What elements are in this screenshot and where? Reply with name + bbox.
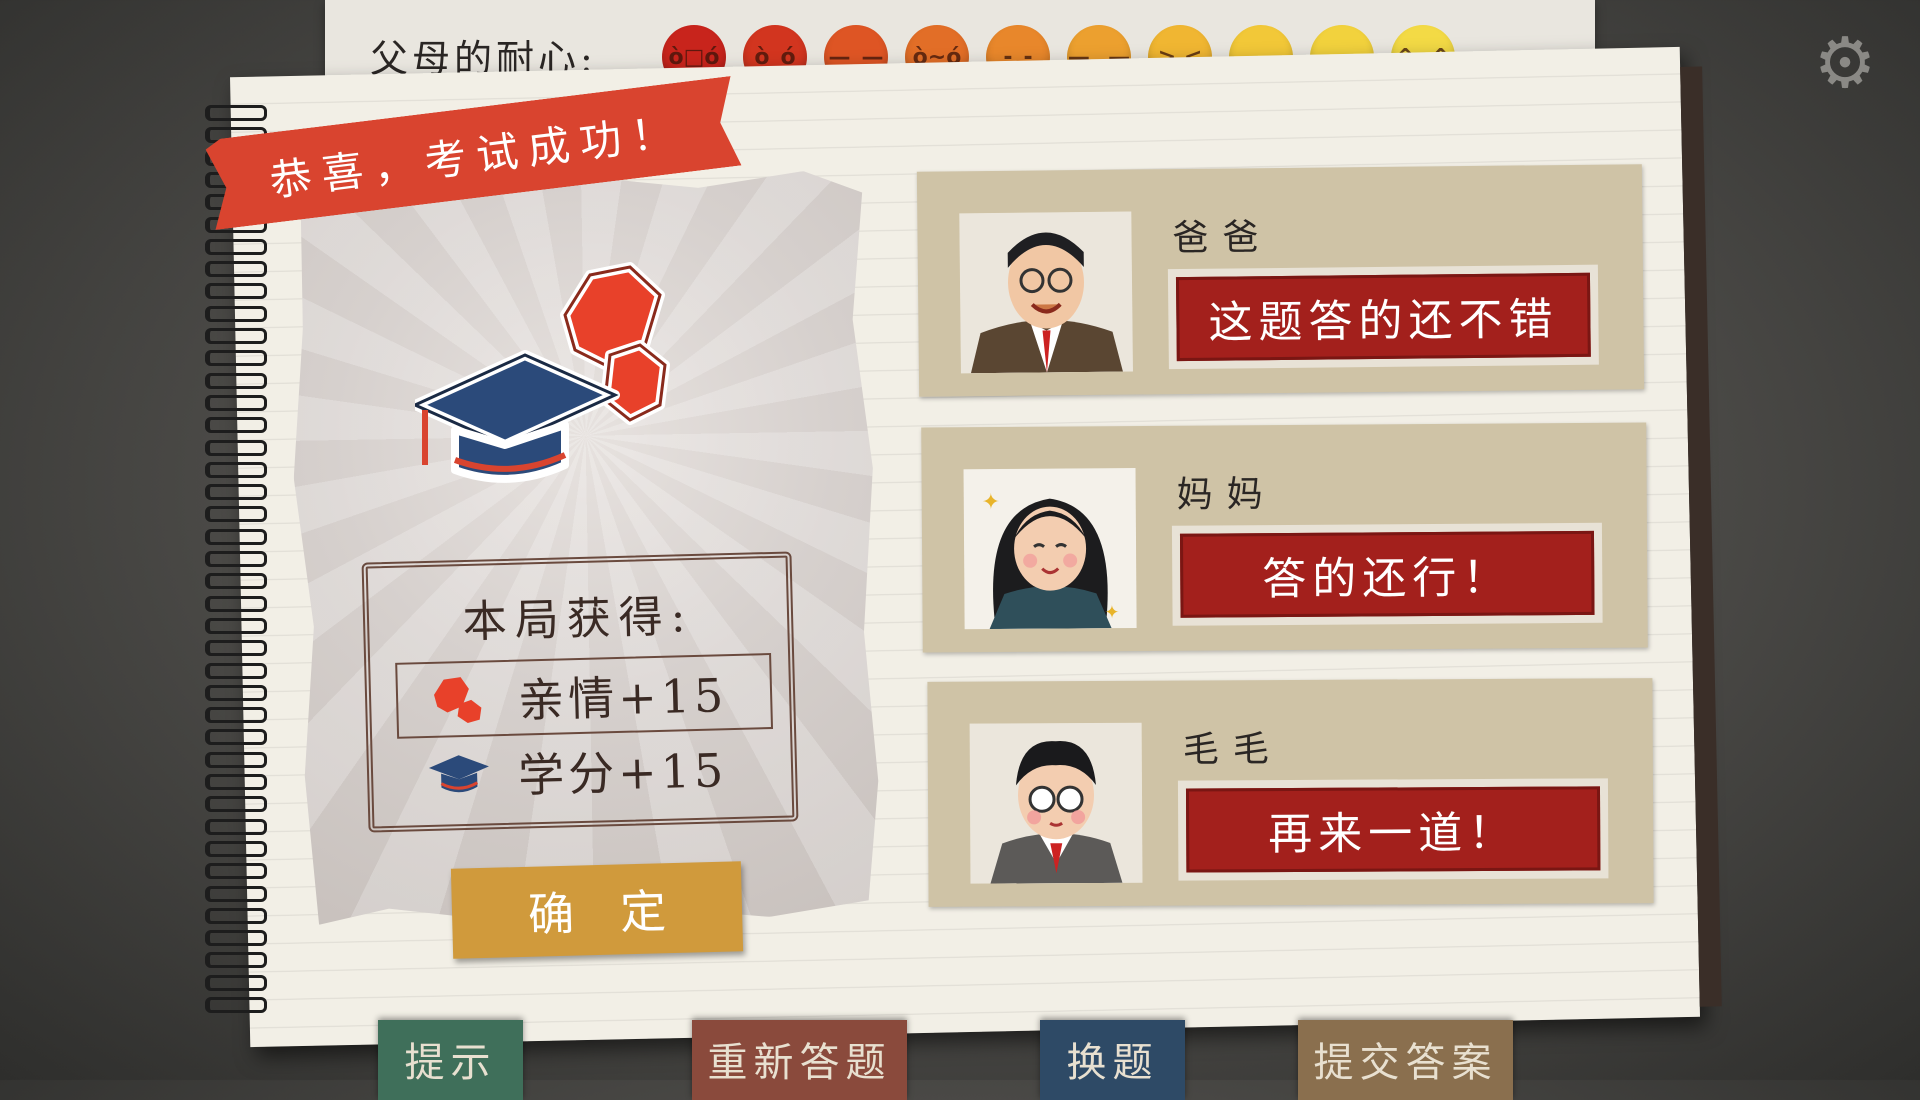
confirm-button[interactable]: 确定 — [450, 861, 744, 959]
spiral-ring — [205, 573, 267, 590]
switch-question-tab[interactable]: 换题 — [1040, 1020, 1185, 1100]
spiral-ring — [205, 328, 267, 344]
reward-credits-label: 学分+15 — [517, 743, 728, 803]
spiral-ring — [205, 439, 267, 456]
svg-text:✦: ✦ — [1104, 602, 1119, 623]
spiral-ring — [205, 907, 267, 924]
character-card-mom: ✦ ✦ 妈妈 答的还行！ — [921, 422, 1648, 653]
spiral-ring — [205, 818, 267, 835]
spiral-ring — [205, 105, 267, 121]
spiral-ring — [205, 372, 267, 389]
spiral-ring — [205, 863, 267, 880]
spiral-ring — [205, 394, 267, 411]
spiral-ring — [205, 350, 267, 367]
reward-title: 本局获得: — [462, 591, 695, 649]
maomao-comment-stamp: 再来一道！ — [1177, 778, 1609, 881]
spiral-ring — [205, 997, 267, 1013]
spiral-ring — [205, 796, 267, 813]
spiral-ring — [205, 484, 267, 501]
spiral-ring — [205, 461, 267, 478]
mom-portrait: ✦ ✦ — [963, 468, 1137, 630]
grad-cap-icon — [415, 350, 620, 483]
spiral-ring — [205, 238, 267, 255]
dad-comment: 这题答的还不错 — [1175, 272, 1591, 362]
maomao-portrait — [969, 722, 1143, 884]
spiral-ring — [205, 974, 267, 991]
spiral-ring — [205, 261, 267, 278]
spiral-ring — [205, 885, 267, 902]
spiral-ring — [205, 774, 267, 790]
character-card-dad: 爸爸 这题答的还不错 — [916, 164, 1645, 397]
svg-text:✦: ✦ — [982, 490, 1001, 515]
spiral-ring — [205, 305, 267, 322]
submit-answer-tab[interactable]: 提交答案 — [1298, 1020, 1513, 1100]
dad-portrait — [959, 211, 1133, 374]
mom-comment: 答的还行！ — [1179, 530, 1595, 618]
spiral-ring — [205, 551, 267, 567]
heart-gem-icon — [560, 262, 670, 425]
spiral-ring — [205, 417, 267, 434]
hint-tab[interactable]: 提示 — [378, 1020, 523, 1100]
reward-row-credits: 学分+15 — [397, 730, 771, 812]
maomao-name: 毛毛 — [1182, 729, 1283, 771]
spiral-ring — [205, 640, 267, 657]
reward-affection-label: 亲情+15 — [517, 668, 728, 728]
reward-illustration — [415, 262, 670, 483]
character-card-maomao: 毛毛 再来一道！ — [927, 678, 1654, 907]
dad-name: 爸爸 — [1172, 217, 1273, 260]
spiral-ring — [205, 751, 267, 768]
spiral-ring — [205, 684, 267, 701]
spiral-ring — [205, 840, 267, 857]
spiral-ring — [205, 595, 267, 612]
maomao-comment: 再来一道！ — [1185, 786, 1601, 873]
spiral-ring — [205, 506, 267, 523]
spiral-ring — [205, 283, 267, 300]
spiral-ring — [205, 617, 267, 634]
mom-comment-stamp: 答的还行！ — [1171, 522, 1603, 626]
heart-gem-icon — [424, 673, 495, 725]
mom-name: 妈妈 — [1176, 474, 1277, 516]
spiral-ring — [205, 707, 267, 724]
settings-gear-icon[interactable]: ⚙ — [1813, 22, 1877, 104]
spiral-ring — [205, 930, 267, 947]
dad-comment-stamp: 这题答的还不错 — [1167, 264, 1599, 370]
spiral-ring — [205, 729, 267, 746]
reward-row-affection: 亲情+15 — [395, 652, 774, 739]
grad-cap-icon — [423, 748, 494, 800]
spiral-ring — [205, 952, 267, 969]
spiral-ring — [205, 662, 267, 679]
reward-summary: 本局获得: 亲情+15 学分+15 — [361, 551, 799, 833]
retry-tab[interactable]: 重新答题 — [692, 1020, 907, 1100]
spiral-ring — [205, 528, 267, 545]
notebook-spiral — [205, 105, 267, 1025]
